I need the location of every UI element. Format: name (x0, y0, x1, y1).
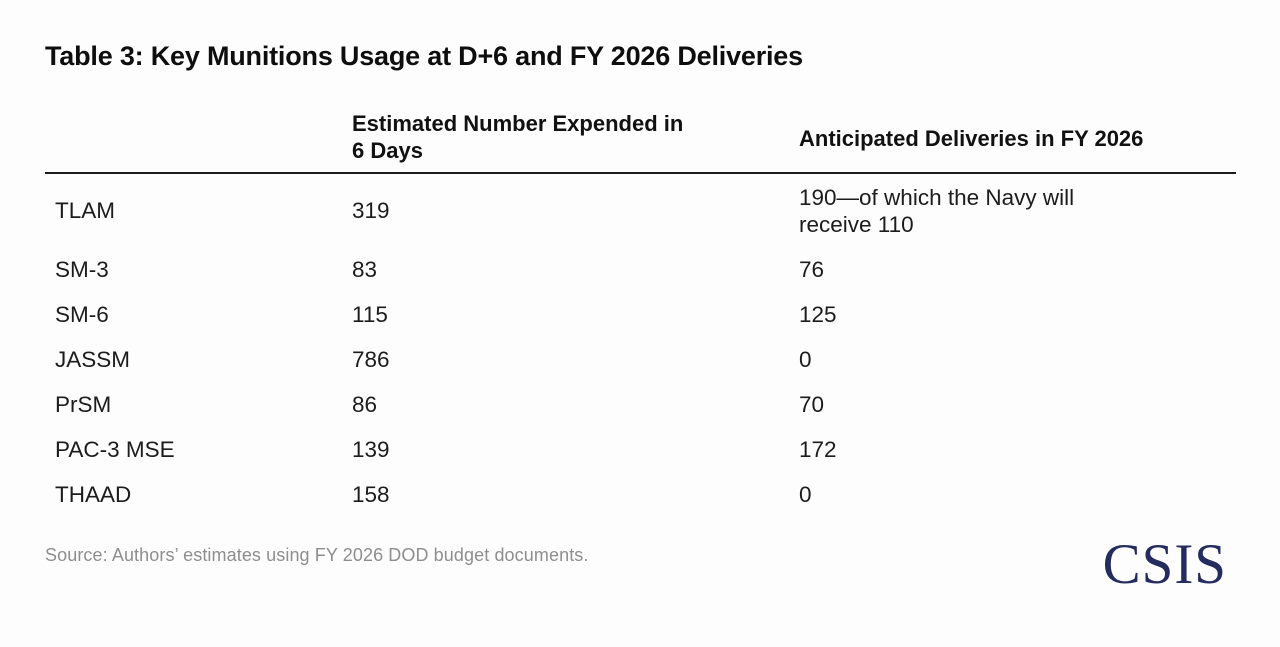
csis-logo: CSIS (1102, 533, 1227, 596)
table-title: Table 3: Key Munitions Usage at D+6 and … (45, 41, 803, 71)
table-row: THAAD 158 0 (45, 472, 1236, 517)
munition-name: JASSM (55, 346, 131, 372)
expended-value: 319 (352, 197, 390, 223)
deliveries-value: 70 (799, 392, 825, 417)
expended-value: 86 (352, 391, 378, 417)
munition-name: PAC-3 MSE (55, 436, 175, 462)
expended-value: 786 (352, 346, 390, 372)
table-row: PrSM 86 70 (45, 382, 1236, 427)
munition-name: THAAD (55, 481, 132, 507)
table-body: TLAM 319 190—of which the Navy will receiv… (45, 174, 1236, 517)
header-deliveries-column: Anticipated Deliveries in FY 2026 (799, 126, 1144, 151)
munition-name: TLAM (55, 197, 116, 223)
munition-name: PrSM (55, 391, 112, 417)
table-row: TLAM 319 190—of which the Navy will receiv… (45, 174, 1236, 247)
deliveries-value: 125 (799, 302, 837, 327)
table-header-row: Estimated Number Expended in 6 Days Anti… (45, 103, 1236, 174)
munition-name: SM-3 (55, 256, 109, 282)
table-row: SM-3 83 76 (45, 247, 1236, 292)
source-note: Source: Authors’ estimates using FY 2026… (45, 545, 589, 565)
deliveries-value: 76 (799, 257, 825, 282)
header-expended-column: Estimated Number Expended in 6 Days (352, 111, 684, 163)
deliveries-value: 172 (799, 437, 837, 462)
expended-value: 115 (352, 301, 388, 327)
deliveries-value: 0 (799, 482, 812, 507)
deliveries-value: 0 (799, 347, 812, 372)
table-row: PAC-3 MSE 139 172 (45, 427, 1236, 472)
deliveries-value: 190—of which the Navy will receive 110 (799, 184, 1075, 237)
munition-name: SM-6 (55, 301, 109, 327)
table-row: JASSM 786 0 (45, 337, 1236, 382)
expended-value: 158 (352, 481, 390, 507)
expended-value: 139 (352, 436, 390, 462)
table-row: SM-6 115 125 (45, 292, 1236, 337)
expended-value: 83 (352, 256, 378, 282)
